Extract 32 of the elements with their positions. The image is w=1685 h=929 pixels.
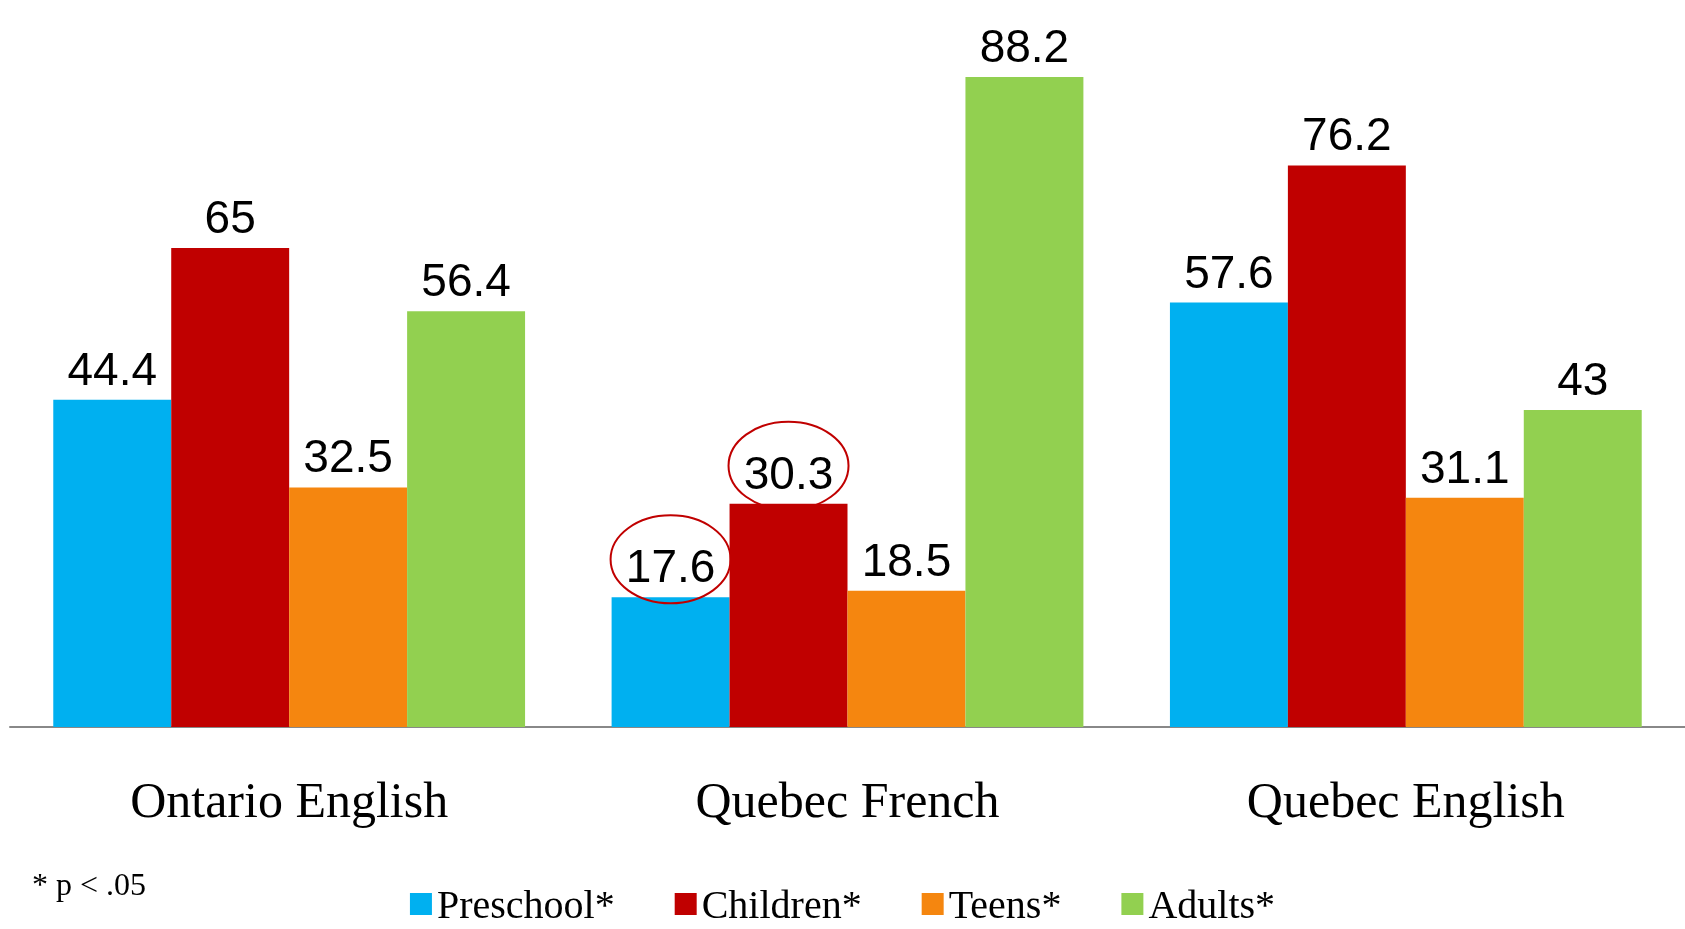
bar	[289, 487, 408, 727]
x-tick-label: Quebec English	[1246, 772, 1565, 828]
data-label: 17.6	[625, 540, 716, 593]
data-label: 32.5	[303, 430, 393, 483]
x-tick-label: Ontario English	[130, 772, 449, 828]
bar	[1523, 410, 1642, 727]
bar	[965, 77, 1084, 727]
text: * p < .05	[32, 866, 147, 903]
data-label: 18.5	[861, 533, 952, 586]
legend-label: Preschool*	[436, 881, 615, 927]
data-label: 65	[204, 190, 256, 243]
data-label: 56.4	[421, 254, 511, 307]
legend-label: Children*	[701, 881, 862, 927]
data-label: 76.2	[1302, 108, 1392, 161]
x-tick-label: Quebec French	[695, 772, 1000, 828]
bar	[171, 247, 290, 727]
bar	[1405, 497, 1524, 727]
bar	[729, 503, 848, 727]
bar	[611, 597, 730, 727]
legend-label: Adults*	[1148, 881, 1276, 927]
bar	[847, 590, 966, 727]
bar	[53, 399, 172, 727]
data-label: 43	[1557, 353, 1609, 406]
data-label: 57.6	[1184, 245, 1274, 298]
data-label: 30.3	[743, 446, 834, 499]
legend-label: Teens*	[948, 881, 1062, 927]
data-label: 31.1	[1420, 440, 1510, 493]
data-label: 44.4	[67, 342, 158, 395]
bar	[1287, 165, 1406, 727]
bar	[407, 311, 526, 727]
data-label: 88.2	[979, 20, 1070, 72]
bar	[1169, 302, 1288, 727]
